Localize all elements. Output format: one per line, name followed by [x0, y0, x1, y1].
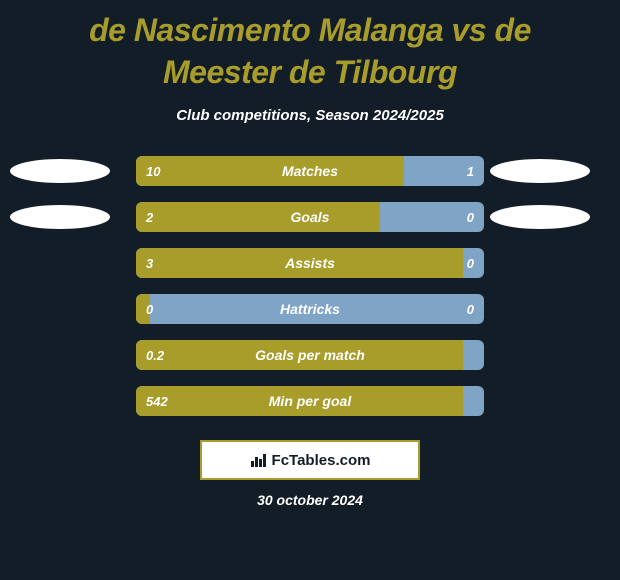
stat-bar: 30Assists [136, 248, 484, 278]
brand-text: FcTables.com [272, 452, 371, 469]
date: 30 october 2024 [0, 492, 620, 508]
stat-bar: 542Min per goal [136, 386, 484, 416]
player-left-marker [10, 205, 110, 229]
page: de Nascimento Malanga vs de Meester de T… [0, 0, 620, 580]
player-right-marker [490, 159, 590, 183]
page-title: de Nascimento Malanga vs de Meester de T… [0, 0, 620, 99]
stat-row: 101Matches [0, 156, 620, 186]
stat-label: Matches [136, 156, 484, 186]
stat-label: Min per goal [136, 386, 484, 416]
footer-attribution: FcTables.com [200, 440, 420, 480]
stat-bar: 20Goals [136, 202, 484, 232]
stat-bar: 101Matches [136, 156, 484, 186]
stat-bar: 00Hattricks [136, 294, 484, 324]
player-right-marker [490, 205, 590, 229]
stat-label: Goals per match [136, 340, 484, 370]
stat-row: 30Assists [0, 248, 620, 278]
chart-icon [250, 452, 266, 468]
stat-row: 00Hattricks [0, 294, 620, 324]
stat-label: Goals [136, 202, 484, 232]
stat-row: 0.2Goals per match [0, 340, 620, 370]
stat-rows: 101Matches 20Goals 30Assists 00Hattricks 0.2… [0, 156, 620, 416]
stat-label: Hattricks [136, 294, 484, 324]
player-left-marker [10, 159, 110, 183]
stat-row: 20Goals [0, 202, 620, 232]
stat-label: Assists [136, 248, 484, 278]
stat-row: 542Min per goal [0, 386, 620, 416]
subtitle: Club competitions, Season 2024/2025 [0, 107, 620, 124]
stat-bar: 0.2Goals per match [136, 340, 484, 370]
